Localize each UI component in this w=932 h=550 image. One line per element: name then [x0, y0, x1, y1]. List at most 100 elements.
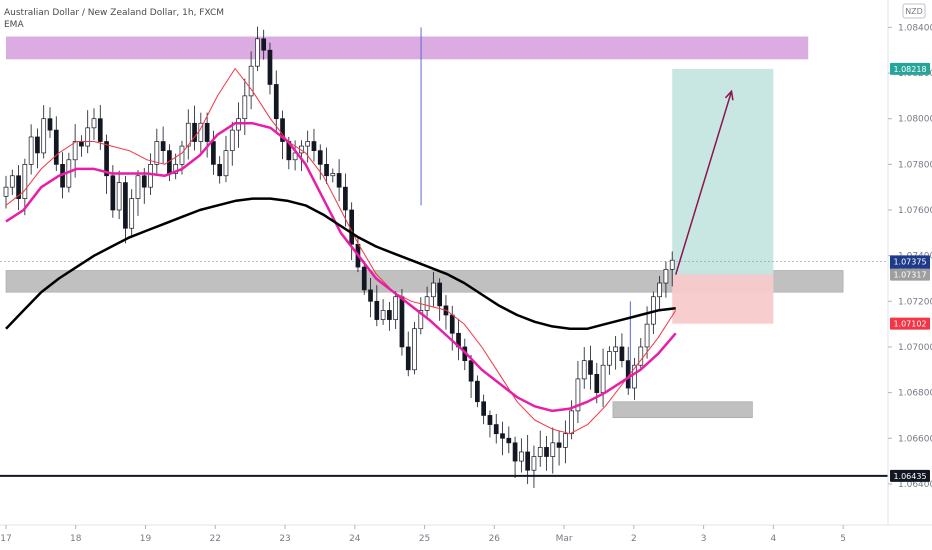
- projection-arrow: [674, 91, 733, 275]
- candle-body: [305, 141, 311, 147]
- candle-body: [16, 175, 21, 199]
- candle-body: [399, 296, 405, 348]
- candle-body: [600, 364, 606, 393]
- x-tick-label: 4: [770, 534, 776, 544]
- price-tag-box: [890, 469, 930, 482]
- candle-body: [349, 209, 355, 245]
- demand-zone: [612, 401, 753, 419]
- y-tick-label: 1.07600: [898, 206, 932, 216]
- candle-body: [148, 163, 153, 188]
- ema-layer: [5, 68, 677, 435]
- candle-body: [160, 141, 166, 152]
- currency-label: NZD: [905, 7, 923, 16]
- candle-body: [317, 150, 323, 165]
- candle-body: [525, 451, 531, 471]
- y-tick-label: 1.07200: [898, 297, 932, 307]
- hline-layer: [0, 261, 888, 477]
- candle-body: [248, 65, 254, 97]
- currency-box[interactable]: [902, 3, 926, 19]
- candle-body: [273, 84, 279, 120]
- candle-body: [229, 129, 235, 152]
- x-tick-label: 25: [419, 534, 430, 544]
- price-tag-label: 1.06435: [893, 472, 926, 481]
- x-tick-label: 17: [0, 534, 11, 544]
- x-tick-label: 18: [70, 534, 82, 544]
- candle-body: [506, 437, 512, 444]
- candle-body: [387, 310, 392, 320]
- candle-body: [9, 175, 15, 188]
- price-tag-box: [890, 317, 930, 330]
- candle-body: [594, 373, 600, 393]
- candle-body: [141, 175, 147, 188]
- candle-body: [267, 49, 273, 85]
- candle-body: [192, 122, 197, 142]
- candle-body: [418, 310, 424, 330]
- candle-body: [292, 152, 298, 161]
- candle-body: [581, 360, 587, 380]
- candle-body: [311, 141, 317, 152]
- candle-body: [380, 310, 386, 320]
- symbol-title: Australian Dollar / New Zealand Dollar, …: [4, 8, 224, 18]
- candle-body: [116, 182, 122, 211]
- candle-body: [154, 141, 160, 165]
- y-tick-label: 1.06800: [898, 389, 932, 399]
- candle-body: [481, 401, 487, 416]
- candle-body: [575, 378, 581, 412]
- zones-layer: [5, 36, 844, 419]
- candle-body: [550, 442, 556, 457]
- candle-body: [531, 456, 537, 471]
- candle-body: [123, 182, 128, 229]
- candle-body: [556, 442, 562, 448]
- candle-body: [79, 141, 84, 147]
- x-tick-label: 19: [140, 534, 152, 544]
- candle-body: [431, 282, 436, 298]
- candle-body: [588, 360, 593, 375]
- price-tag-label: 1.07102: [893, 320, 926, 329]
- candle-body: [211, 141, 216, 165]
- x-tick-label: 26: [489, 534, 501, 544]
- candle-body: [405, 346, 411, 371]
- candle-body: [544, 447, 549, 457]
- y-tick-label: 1.08000: [898, 115, 932, 125]
- x-tick-label: 3: [701, 534, 707, 544]
- candle-body: [53, 129, 59, 165]
- candle-body: [217, 163, 223, 177]
- candle-body: [607, 351, 612, 366]
- ema-slow-line: [5, 197, 676, 330]
- y-tick-label: 1.06400: [898, 480, 932, 490]
- candle-body: [361, 266, 367, 291]
- candle-body: [632, 364, 637, 389]
- candle-body: [644, 323, 650, 348]
- candle-body: [669, 259, 675, 270]
- candle-body: [129, 198, 135, 229]
- candle-body: [179, 145, 185, 165]
- y-tick-label: 1.07800: [898, 160, 932, 170]
- price-tag-label: 1.08218: [893, 65, 926, 74]
- price-tag-box: [890, 268, 930, 281]
- candle-body: [22, 163, 28, 199]
- candle-body: [28, 136, 34, 165]
- price-tag-label: 1.07317: [893, 271, 926, 280]
- candle-body: [437, 282, 443, 307]
- resistance-zone: [6, 36, 809, 60]
- x-tick-label: 24: [349, 534, 361, 544]
- candle-body: [91, 118, 97, 129]
- candle-body: [97, 118, 103, 142]
- candle-body: [613, 346, 618, 352]
- candle-body: [3, 186, 9, 197]
- candle-body: [493, 424, 499, 435]
- candle-body: [663, 268, 669, 284]
- candle-body: [368, 289, 373, 302]
- candle-body: [35, 136, 40, 154]
- time-axis[interactable]: 17 18 19 22 23 24 25 26 Mar 2 3 4 5: [0, 525, 846, 544]
- candle-body: [185, 122, 191, 147]
- candle-body: [330, 173, 336, 177]
- y-tick-label: 1.07000: [898, 343, 932, 353]
- candle-body: [41, 118, 47, 154]
- ema-fast-line: [5, 68, 677, 435]
- candle-body: [424, 296, 430, 311]
- candle-body: [255, 38, 260, 67]
